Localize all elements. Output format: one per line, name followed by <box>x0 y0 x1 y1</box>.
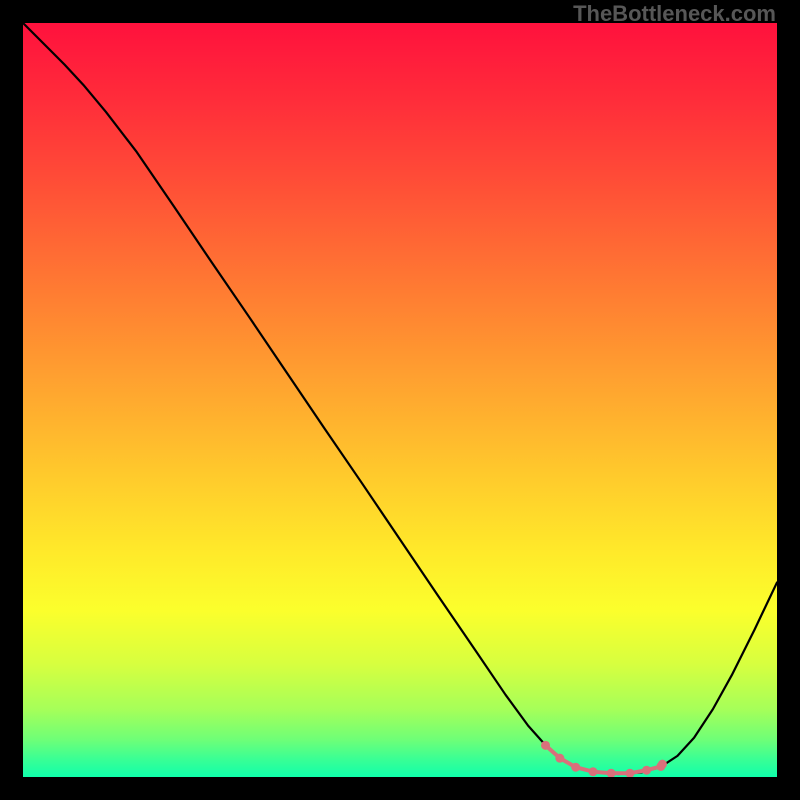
bottleneck-curve <box>23 23 777 774</box>
optimal-range-bead <box>642 766 651 775</box>
optimal-range-bead <box>625 769 634 777</box>
optimal-range-bead <box>541 741 550 750</box>
optimal-range-bead <box>589 767 598 776</box>
optimal-range-bead <box>571 763 580 772</box>
optimal-range-bead <box>555 754 564 763</box>
watermark-text: TheBottleneck.com <box>573 1 776 27</box>
curve-overlay <box>23 23 777 777</box>
chart-plot-area <box>23 23 777 777</box>
optimal-range-bead <box>607 769 616 777</box>
optimal-range-bead <box>658 760 667 769</box>
